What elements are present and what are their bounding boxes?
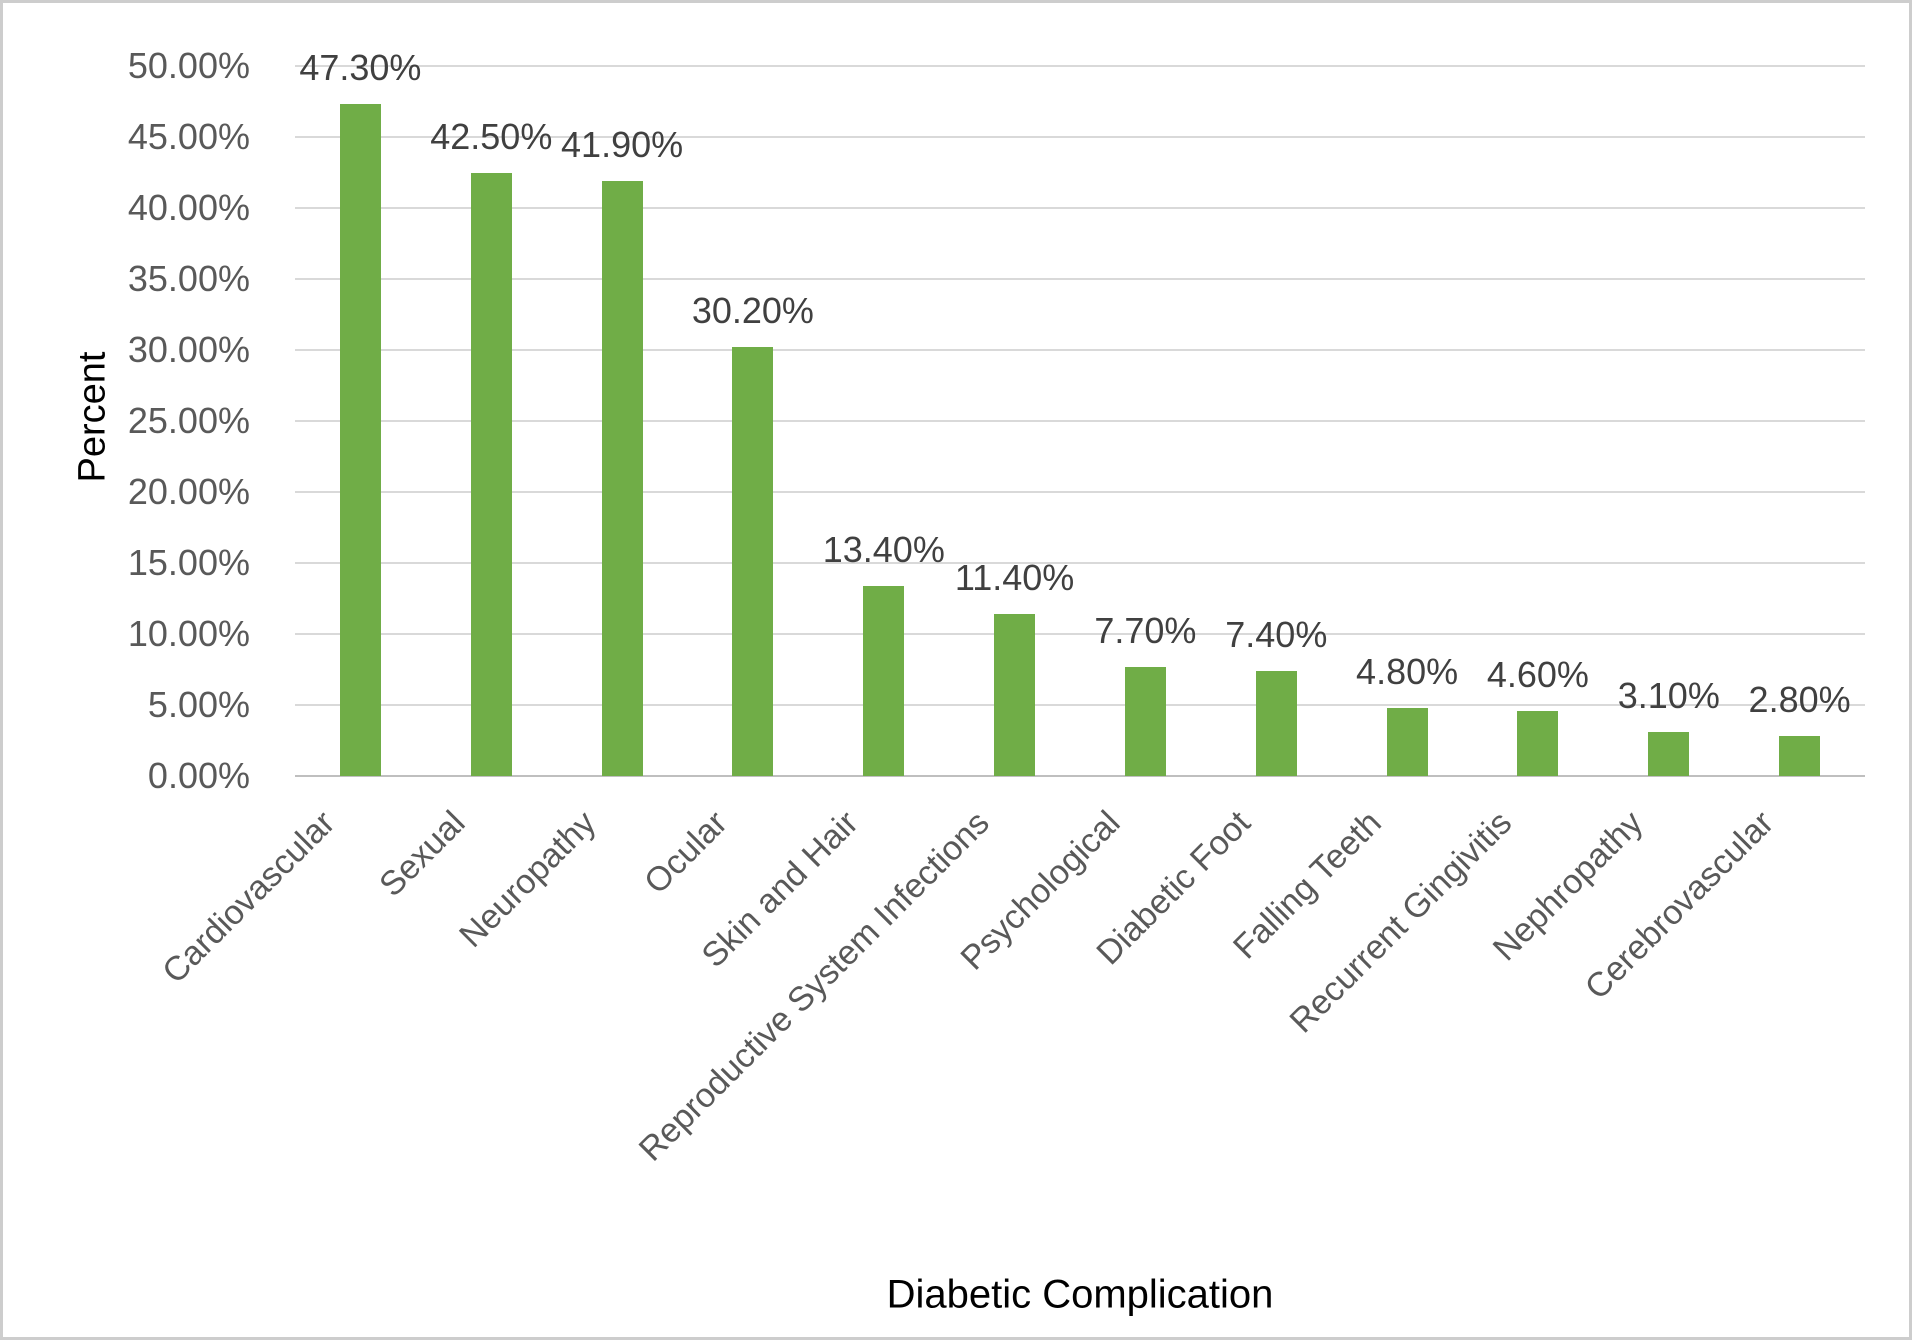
bar: [1648, 732, 1690, 776]
y-tick-label: 30.00%: [127, 329, 250, 370]
gridline: [295, 704, 1865, 706]
y-tick-label: 25.00%: [127, 400, 250, 441]
bar: [1779, 736, 1821, 776]
bar-value-label: 7.70%: [1094, 609, 1197, 651]
bar-value-label: 11.40%: [954, 557, 1075, 599]
gridline: [295, 278, 1865, 280]
gridline: [295, 420, 1865, 422]
bar-value-label: 2.80%: [1748, 679, 1851, 721]
y-tick-label: 40.00%: [127, 187, 250, 228]
y-tick-label: 35.00%: [127, 258, 250, 299]
bar-value-label: 30.20%: [691, 290, 814, 332]
bar: [339, 104, 381, 776]
bar: [1517, 710, 1559, 776]
y-axis-title: Percent: [71, 351, 114, 483]
category-label: Sexual: [372, 803, 473, 905]
bar-value-label: 42.50%: [430, 115, 553, 157]
bar-value-label: 7.40%: [1225, 613, 1328, 655]
bar: [601, 181, 643, 776]
gridline: [295, 65, 1865, 67]
y-tick-label: 45.00%: [127, 116, 250, 157]
y-tick-label: 0.00%: [147, 755, 250, 796]
gridline: [295, 136, 1865, 138]
bar: [1386, 707, 1428, 776]
category-label: Ocular: [636, 803, 735, 902]
bar: [1255, 670, 1297, 776]
bar-value-label: 4.80%: [1356, 650, 1459, 692]
category-label: Recurrent Gingivitis: [1282, 803, 1520, 1041]
y-tick-label: 5.00%: [147, 684, 250, 725]
bar-value-label: 13.40%: [822, 528, 945, 570]
gridline: [295, 562, 1865, 564]
x-axis-line: [295, 775, 1865, 777]
x-axis-title: Diabetic Complication: [886, 1272, 1274, 1317]
bar: [732, 347, 774, 776]
bar-value-label: 41.90%: [561, 124, 684, 165]
bar-value-label: 3.10%: [1617, 675, 1720, 716]
bar: [470, 172, 512, 776]
y-tick-label: 20.00%: [127, 471, 250, 512]
y-tick-label: 10.00%: [127, 613, 250, 654]
y-tick-label: 15.00%: [127, 542, 250, 583]
gridline: [295, 633, 1865, 635]
category-label: Neuropathy: [452, 803, 604, 955]
gridline: [295, 207, 1865, 209]
bar-value-label: 47.30%: [299, 47, 422, 89]
gridline: [295, 349, 1865, 351]
gridline: [295, 491, 1865, 493]
y-tick-label: 50.00%: [127, 45, 250, 86]
bar-value-label: 4.60%: [1486, 653, 1589, 695]
bar: [1124, 666, 1166, 776]
bar: [863, 585, 905, 776]
bar: [994, 614, 1036, 776]
category-label: Cardiovascular: [154, 803, 342, 991]
